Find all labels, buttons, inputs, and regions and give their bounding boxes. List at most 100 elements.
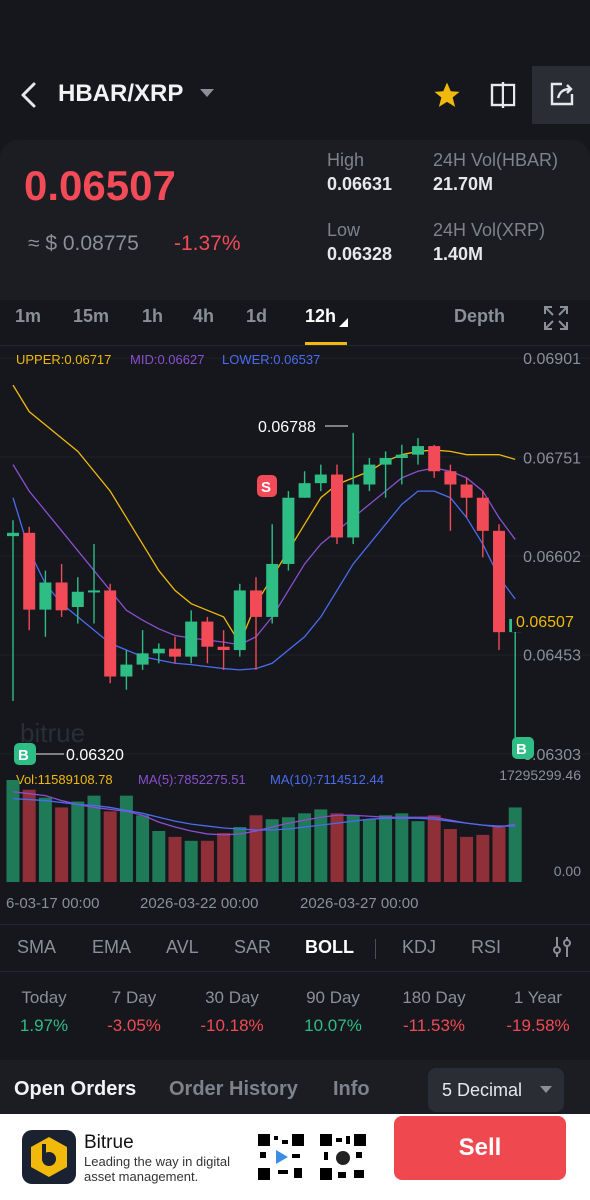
- tab-1h[interactable]: 1h: [142, 306, 164, 326]
- perf-label: Today: [21, 988, 67, 1007]
- candle-body: [282, 497, 295, 564]
- buy-signal-left[interactable]: B: [14, 743, 36, 765]
- y-tick-label: 0.06453: [523, 648, 581, 665]
- candle-body: [136, 653, 149, 665]
- volume-bar: [136, 815, 150, 882]
- candle-body: [314, 474, 327, 484]
- tab-depth[interactable]: Depth: [454, 306, 505, 326]
- pair-title[interactable]: HBAR/XRP: [58, 80, 184, 107]
- volume-bar: [103, 811, 117, 882]
- current-price-label: 0.06507: [516, 614, 574, 631]
- indicator-settings-icon[interactable]: [550, 935, 574, 959]
- indicator-sma[interactable]: SMA: [17, 937, 57, 957]
- low-marker-value: 0.06320: [66, 747, 124, 764]
- price-change: -1.37%: [174, 232, 241, 255]
- ad-subtitle: Leading the way in digital asset managem…: [84, 1154, 230, 1184]
- tab-open-orders[interactable]: Open Orders: [14, 1078, 137, 1100]
- candle-body: [233, 590, 246, 651]
- ad-banner[interactable]: Bitrue Leading the way in digital asset …: [0, 1114, 394, 1200]
- perf-value: 1.97%: [19, 1016, 69, 1035]
- perf-180day: 180 Day -11.53%: [385, 988, 483, 1036]
- volume-bar: [119, 795, 133, 882]
- perf-label: 1 Year: [513, 988, 563, 1007]
- sell-signal-letter: S: [261, 479, 271, 496]
- sell-signal[interactable]: S: [257, 475, 277, 497]
- volume-bar: [395, 813, 409, 882]
- volume-bar: [55, 807, 69, 882]
- boll-lower-label: LOWER:0.06537: [222, 352, 320, 367]
- fullscreen-icon[interactable]: [543, 305, 569, 331]
- candle-body: [217, 646, 230, 651]
- tab-12h[interactable]: 12h: [305, 306, 337, 326]
- volume-bar: [298, 813, 312, 882]
- volume-bar: [233, 827, 247, 882]
- candlestick-chart[interactable]: bitrue 0.069010.067510.066020.064530.063…: [0, 346, 590, 920]
- volume-bar: [330, 813, 344, 882]
- candle-body: [298, 483, 311, 498]
- perf-30day: 30 Day -10.18%: [183, 988, 281, 1036]
- timeframe-bar: 1m 15m 1h 4h 1d 12h Depth: [0, 300, 590, 346]
- boll-mid-label: MID:0.06627: [130, 352, 204, 367]
- buy-signal-right[interactable]: B: [512, 737, 534, 759]
- indicator-sar[interactable]: SAR: [234, 937, 272, 957]
- sell-button[interactable]: Sell: [394, 1116, 566, 1180]
- share-button[interactable]: [532, 66, 590, 124]
- candle-body: [428, 446, 441, 472]
- volume-bar: [200, 840, 214, 882]
- bitrue-logo: [22, 1130, 76, 1184]
- indicator-boll[interactable]: BOLL: [305, 937, 354, 957]
- candle-body: [7, 532, 19, 537]
- tab-1d[interactable]: 1d: [246, 306, 268, 326]
- tab-order-history[interactable]: Order History: [169, 1078, 298, 1100]
- active-tab-underline: [305, 342, 347, 345]
- indicator-kdj[interactable]: KDJ: [402, 937, 437, 957]
- y-tick-label: 0.06751: [523, 450, 581, 467]
- perf-7day: 7 Day -3.05%: [85, 988, 183, 1036]
- tab-info[interactable]: Info: [333, 1078, 370, 1100]
- indicator-rsi[interactable]: RSI: [471, 937, 502, 957]
- qr-code-android-icon: [256, 1132, 306, 1182]
- tab-4h[interactable]: 4h: [193, 306, 215, 326]
- tab-1m[interactable]: 1m: [15, 306, 42, 326]
- low-label: Low: [327, 220, 361, 240]
- indicator-ema[interactable]: EMA: [92, 937, 132, 957]
- volume-max-label: 17295299.46: [499, 767, 581, 783]
- qr-code-apple-icon: [318, 1132, 368, 1182]
- y-tick-label: 0.06901: [523, 351, 581, 368]
- volume-ma5-label: MA(5):7852275.51: [138, 772, 246, 787]
- boll-upper-label: UPPER:0.06717: [16, 352, 111, 367]
- candle-body: [23, 532, 36, 610]
- volume-bar: [71, 801, 85, 882]
- compare-icon[interactable]: [488, 80, 518, 110]
- volume-bar: [508, 807, 522, 882]
- volume-bar: [168, 836, 182, 882]
- favorite-star-icon[interactable]: [432, 80, 462, 110]
- decimal-select[interactable]: 5 Decimal: [428, 1068, 564, 1112]
- volume-bar: [87, 795, 101, 882]
- candle-body: [55, 582, 68, 611]
- candle-body: [363, 464, 376, 485]
- vol-base-label: 24H Vol(HBAR): [433, 150, 559, 170]
- high-label: High: [327, 150, 365, 170]
- candle-body: [460, 484, 473, 498]
- volume-bar: [265, 819, 279, 882]
- candle-body: [152, 648, 165, 654]
- volume-bar: [460, 836, 474, 882]
- perf-value: -11.53%: [402, 1016, 466, 1035]
- candle-body: [331, 474, 343, 538]
- high-value: 0.06631: [327, 174, 393, 194]
- back-arrow-icon[interactable]: [14, 78, 44, 112]
- x-tick-label: 6-03-17 00:00: [6, 895, 99, 912]
- indicator-avl[interactable]: AVL: [166, 937, 199, 957]
- perf-value: -19.58%: [506, 1016, 570, 1035]
- tab-15m[interactable]: 15m: [73, 306, 110, 326]
- volume-bar: [362, 819, 376, 882]
- candle-body: [476, 497, 489, 531]
- volume-bar: [184, 840, 198, 882]
- volume-bar: [314, 809, 328, 882]
- caret-down-icon[interactable]: [198, 86, 216, 100]
- decimal-value: 5 Decimal: [442, 1080, 523, 1100]
- perf-value: 10.07%: [304, 1016, 362, 1035]
- volume-bar: [152, 830, 166, 882]
- volume-bar: [249, 815, 263, 882]
